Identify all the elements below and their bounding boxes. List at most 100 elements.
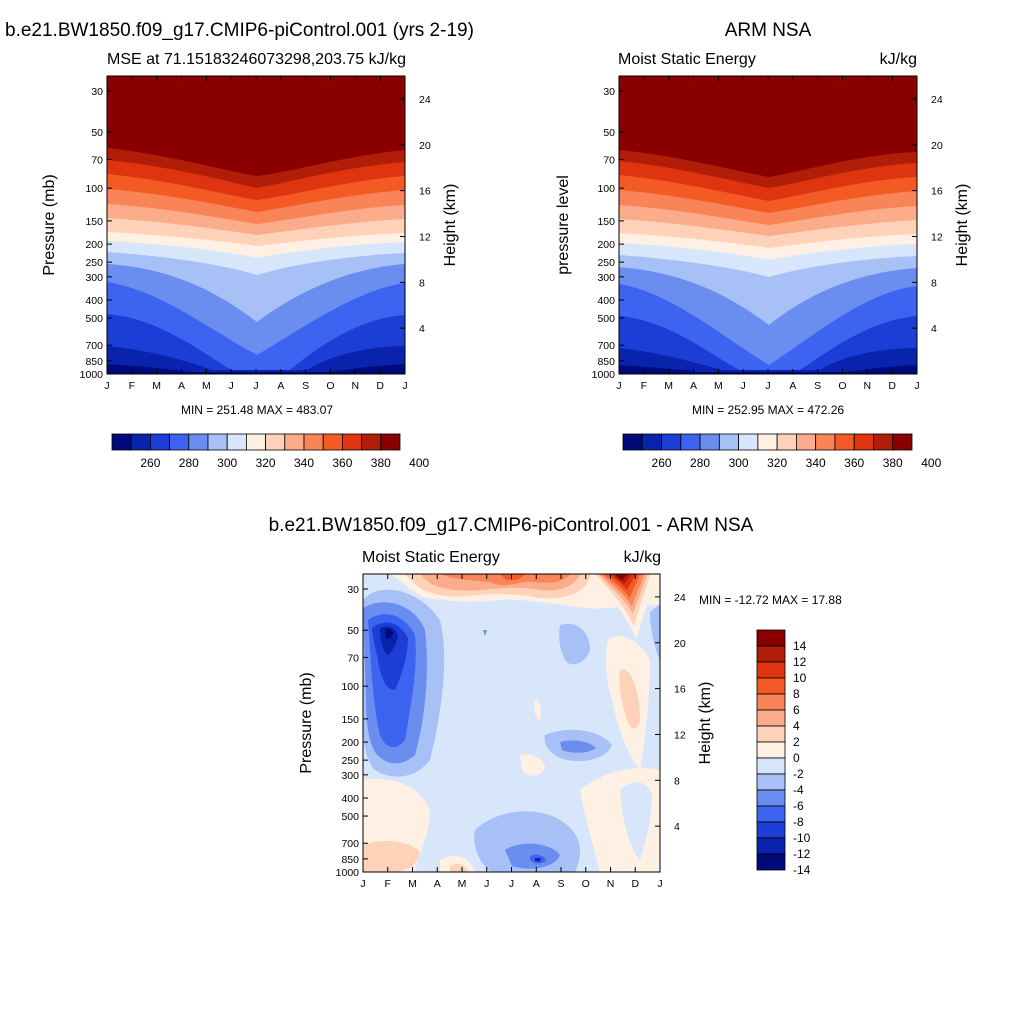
y-tick-label: 30 [603,86,615,98]
x-tick-label: A [789,380,796,392]
y2-tick-label: 16 [419,186,431,198]
y-tick-label: 400 [341,793,359,805]
y2-tick-label: 24 [931,94,943,106]
colorbar-label: 8 [793,687,800,701]
colorbar-label: 340 [294,456,314,470]
x-tick-label: S [302,380,309,392]
colorbar-box [380,433,401,451]
colorbar-box [641,433,662,451]
x-tick-label: N [607,878,615,890]
colorbar-box [756,837,786,855]
colorbar-box [622,433,643,451]
y-tick-label: 150 [597,216,615,228]
x-tick-label: M [152,380,161,392]
colorbar-box [341,433,362,451]
colorbar-box [680,433,701,451]
panel-diff-plot [362,573,661,873]
y2-tick-label: 16 [931,186,943,198]
panel-diff-minmax: MIN = -12.72 MAX = 17.88 [699,593,842,607]
colorbar-box [756,789,786,807]
colorbar-label: 380 [371,456,391,470]
y-tick-label: 500 [85,313,103,325]
colorbar-box [756,661,786,679]
y2-tick-label: 12 [931,231,943,243]
colorbar-box [718,433,739,451]
x-tick-label: A [533,878,540,890]
panel-diff-colorbar: 14 12 10 8 6 4 2 0 -2 -4 -6 -8 -10 -12 -14 [756,629,811,877]
y2-tick-label: 20 [419,140,431,152]
panel-obs-title: ARM NSA [725,20,812,41]
colorbar-box [699,433,720,451]
y-tick-label: 500 [341,811,359,823]
x-tick-label: J [484,878,489,890]
y2-tick-label: 4 [419,323,425,335]
x-tick-label: O [838,380,846,392]
colorbar-label: 320 [767,456,787,470]
y-tick-label: 250 [341,755,359,767]
y-tick-label: 300 [597,272,615,284]
colorbar-label: 300 [217,456,237,470]
y-tick-label: 100 [597,183,615,195]
x-tick-label: F [129,380,135,392]
x-tick-label: F [385,878,391,890]
colorbar-label: 400 [921,456,941,470]
x-tick-label: F [641,380,647,392]
y2-tick-label: 8 [419,277,425,289]
panel-obs-minmax: MIN = 252.95 MAX = 472.26 [692,403,844,417]
colorbar-box [756,757,786,775]
x-tick-label: J [657,878,662,890]
colorbar-label: 280 [179,456,199,470]
y2-tick-label: 4 [674,821,680,833]
panel-obs-plot [618,75,918,375]
y-tick-label: 700 [341,838,359,850]
panel-model-plot [106,75,406,375]
colorbar-box [756,677,786,695]
x-tick-label: O [582,878,590,890]
panel-diff-subtitle: Moist Static Energy [362,549,500,566]
x-tick-label: J [616,380,621,392]
y-tick-label: 500 [597,313,615,325]
y2-tick-label: 8 [931,277,937,289]
colorbar-box [169,433,190,451]
y-tick-label: 1000 [592,369,616,381]
x-tick-label: M [458,878,467,890]
y-tick-label: 1000 [336,867,360,879]
colorbar-box [188,433,209,451]
y2-tick-label: 12 [419,231,431,243]
panel-diff-units: kJ/kg [624,549,661,566]
colorbar-label: -8 [793,815,804,829]
y-tick-label: 700 [85,340,103,352]
y2-tick-label: 8 [674,775,680,787]
y-tick-label: 850 [597,356,615,368]
colorbar-box [757,433,778,451]
x-tick-label: J [914,380,919,392]
colorbar-label: -4 [793,783,804,797]
colorbar-box [265,433,286,451]
panel-obs-colorbar: 260 280 300 320 340 360 380 400 [622,433,942,470]
x-tick-label: M [202,380,211,392]
colorbar-box [661,433,682,451]
y-tick-label: 150 [85,216,103,228]
colorbar-box [756,725,786,743]
colorbar-box [892,433,913,451]
y2-tick-label: 20 [931,140,943,152]
x-tick-label: J [360,878,365,890]
colorbar-label: -12 [793,847,811,861]
colorbar-label: 320 [256,456,276,470]
colorbar-label: 360 [844,456,864,470]
colorbar-box [796,433,817,451]
y2-tick-label: 24 [674,592,686,604]
panel-model: b.e21.BW1850.f09_g17.CMIP6-piControl.001… [5,20,474,470]
panel-diff-title: b.e21.BW1850.f09_g17.CMIP6-piControl.001… [269,515,754,536]
colorbar-box [873,433,894,451]
y-tick-label: 70 [347,652,359,664]
y-tick-label: 200 [341,737,359,749]
y-tick-label: 200 [85,239,103,251]
y2-tick-label: 12 [674,729,686,741]
colorbar-box [738,433,759,451]
colorbar-label: 6 [793,703,800,717]
colorbar-box [303,433,324,451]
y-tick-label: 50 [603,127,615,139]
y-tick-label: 850 [85,356,103,368]
panel-obs-units: kJ/kg [880,51,917,68]
